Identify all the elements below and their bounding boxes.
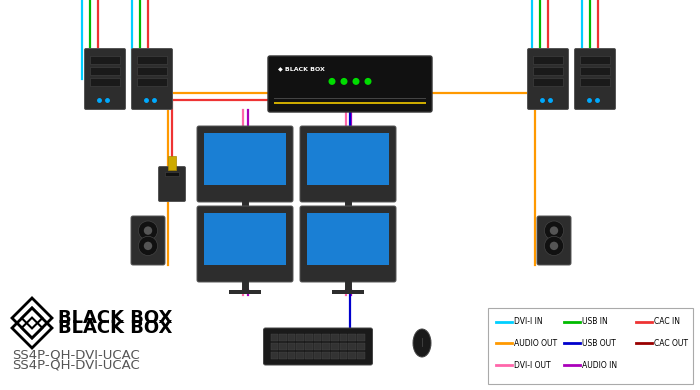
- Circle shape: [545, 221, 564, 240]
- Bar: [279, 352, 287, 359]
- Bar: [307, 213, 389, 265]
- Bar: [279, 334, 287, 341]
- Bar: [340, 334, 347, 341]
- Circle shape: [328, 78, 335, 85]
- Bar: [307, 133, 389, 185]
- Bar: [580, 78, 610, 86]
- Bar: [331, 334, 339, 341]
- Bar: [168, 156, 176, 170]
- Bar: [322, 343, 330, 350]
- Bar: [90, 78, 120, 86]
- Text: AUDIO IN: AUDIO IN: [582, 360, 617, 369]
- Text: CAC OUT: CAC OUT: [654, 339, 688, 347]
- Bar: [229, 290, 261, 294]
- Text: BLACK BOX: BLACK BOX: [58, 319, 172, 337]
- Text: BLACK BOX: BLACK BOX: [58, 309, 172, 327]
- Text: SS4P-QH-DVI-UCAC: SS4P-QH-DVI-UCAC: [12, 348, 140, 361]
- Bar: [274, 98, 426, 99]
- Bar: [314, 343, 321, 350]
- Circle shape: [340, 78, 347, 85]
- Bar: [204, 133, 286, 185]
- Bar: [305, 352, 313, 359]
- FancyBboxPatch shape: [537, 216, 571, 265]
- FancyBboxPatch shape: [528, 48, 568, 110]
- Circle shape: [550, 242, 558, 250]
- Bar: [348, 352, 356, 359]
- Text: ◆ BLACK BOX: ◆ BLACK BOX: [278, 66, 325, 71]
- FancyBboxPatch shape: [158, 167, 186, 202]
- Bar: [165, 172, 179, 176]
- Bar: [90, 56, 120, 64]
- Bar: [348, 334, 356, 341]
- FancyBboxPatch shape: [268, 56, 432, 112]
- Bar: [288, 352, 295, 359]
- Bar: [322, 352, 330, 359]
- Bar: [279, 343, 287, 350]
- Text: USB OUT: USB OUT: [582, 339, 616, 347]
- Bar: [533, 67, 563, 75]
- FancyBboxPatch shape: [197, 126, 293, 202]
- Circle shape: [365, 78, 372, 85]
- Text: DVI-I OUT: DVI-I OUT: [514, 360, 551, 369]
- Bar: [580, 67, 610, 75]
- Circle shape: [545, 236, 564, 255]
- Bar: [90, 67, 120, 75]
- Bar: [322, 334, 330, 341]
- Circle shape: [139, 221, 158, 240]
- Bar: [270, 334, 278, 341]
- Bar: [305, 334, 313, 341]
- Bar: [270, 343, 278, 350]
- FancyBboxPatch shape: [263, 328, 372, 365]
- Circle shape: [550, 227, 558, 235]
- Circle shape: [144, 242, 152, 250]
- Bar: [331, 343, 339, 350]
- Text: CAC IN: CAC IN: [654, 317, 680, 326]
- FancyBboxPatch shape: [132, 48, 172, 110]
- Circle shape: [144, 227, 152, 235]
- Bar: [296, 334, 304, 341]
- Bar: [340, 343, 347, 350]
- Bar: [229, 210, 261, 214]
- Ellipse shape: [413, 329, 431, 357]
- Bar: [332, 290, 364, 294]
- Text: USB IN: USB IN: [582, 317, 608, 326]
- Bar: [204, 213, 286, 265]
- Bar: [332, 210, 364, 214]
- FancyBboxPatch shape: [197, 206, 293, 282]
- Bar: [314, 352, 321, 359]
- Bar: [357, 343, 365, 350]
- Bar: [533, 78, 563, 86]
- Bar: [137, 56, 167, 64]
- Bar: [357, 334, 365, 341]
- Bar: [533, 56, 563, 64]
- Text: SS4P-QH-DVI-UCAC: SS4P-QH-DVI-UCAC: [12, 358, 140, 371]
- Bar: [270, 352, 278, 359]
- Bar: [288, 334, 295, 341]
- Circle shape: [139, 236, 158, 255]
- Circle shape: [353, 78, 360, 85]
- FancyBboxPatch shape: [300, 126, 396, 202]
- Bar: [288, 343, 295, 350]
- Bar: [331, 352, 339, 359]
- FancyBboxPatch shape: [85, 48, 125, 110]
- Bar: [274, 102, 426, 104]
- Bar: [296, 343, 304, 350]
- Bar: [137, 78, 167, 86]
- Text: DVI-I IN: DVI-I IN: [514, 317, 542, 326]
- Bar: [340, 352, 347, 359]
- Bar: [488, 308, 693, 384]
- Bar: [580, 56, 610, 64]
- Text: AUDIO OUT: AUDIO OUT: [514, 339, 557, 347]
- Bar: [296, 352, 304, 359]
- Bar: [314, 334, 321, 341]
- FancyBboxPatch shape: [131, 216, 165, 265]
- Bar: [357, 352, 365, 359]
- Bar: [348, 343, 356, 350]
- Bar: [305, 343, 313, 350]
- FancyBboxPatch shape: [300, 206, 396, 282]
- FancyBboxPatch shape: [575, 48, 615, 110]
- Bar: [137, 67, 167, 75]
